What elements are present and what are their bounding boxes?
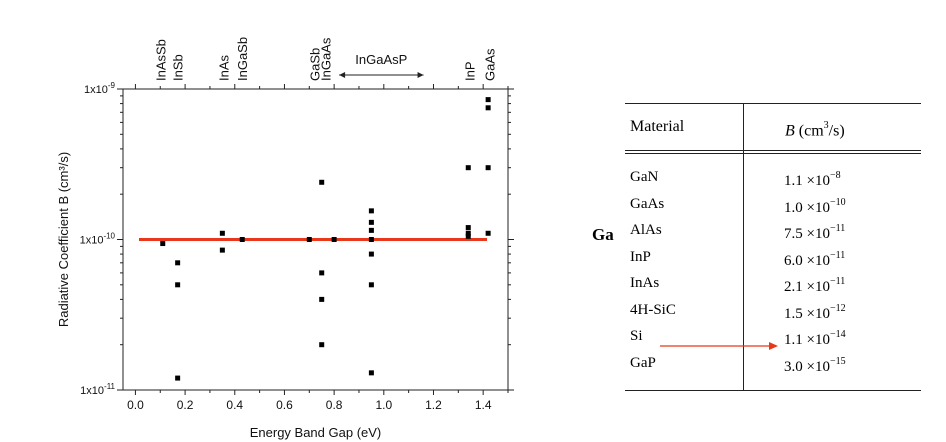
range-arrow-head-left — [339, 72, 346, 78]
table-cell-material: InAs — [630, 275, 660, 291]
x-tick-label: 0.4 — [226, 398, 243, 412]
data-point — [485, 105, 491, 111]
material-label: InAs — [217, 54, 232, 81]
b-value-exponent: −11 — [829, 276, 846, 287]
y-tick-label: 1x10-10 — [80, 232, 116, 247]
data-point — [160, 241, 166, 247]
material-label: InSb — [171, 54, 186, 81]
b-value-mantissa: 1.1 ×10 — [784, 173, 830, 189]
material-label: InGaAs — [318, 37, 333, 81]
x-tick-label: 0.0 — [127, 398, 144, 412]
data-point — [368, 208, 374, 214]
data-point — [368, 282, 374, 288]
data-point — [485, 165, 491, 171]
data-point — [465, 225, 471, 231]
y-axis-label: Radiative Coefficient B (cm³/s) — [56, 152, 71, 327]
data-point — [485, 230, 491, 236]
table-cell-material: GaP — [630, 354, 656, 371]
x-tick-label: 0.2 — [177, 398, 194, 412]
material-label: InGaSb — [235, 37, 250, 81]
b-value-mantissa: 1.0 ×10 — [784, 199, 830, 216]
data-point — [485, 97, 491, 103]
b-value-mantissa: 7.5 ×10 — [784, 226, 830, 242]
x-tick-label: 1.2 — [425, 398, 442, 412]
b-value-exponent: −11 — [829, 249, 846, 261]
table-bottom-rule — [625, 390, 921, 391]
data-point — [175, 260, 181, 266]
x-tick-label: 1.0 — [375, 398, 392, 412]
b-value-exponent: −10 — [829, 196, 846, 208]
table-cell-material: GaN — [630, 169, 659, 185]
data-point — [465, 233, 471, 239]
data-point — [331, 237, 337, 242]
b-value-mantissa: 1.5 ×10 — [784, 305, 830, 322]
range-label: InGaAsP — [355, 52, 407, 67]
x-tick-label: 0.8 — [326, 398, 343, 412]
data-point — [306, 237, 312, 242]
header-b-unit-sup: 3 — [823, 120, 829, 131]
table-cell-b-value: 2.1 ×10−11 — [784, 273, 845, 297]
material-label: InAsSb — [153, 39, 168, 81]
table-cell-b-value: 7.5 ×10−11 — [784, 220, 845, 244]
data-point — [239, 237, 245, 242]
material-label: InP — [463, 61, 478, 81]
b-value-exponent: −12 — [829, 302, 846, 314]
table-top-rule — [625, 103, 921, 104]
table-cell-b-value: 1.0 ×10−10 — [784, 194, 846, 218]
b-value-mantissa: 3.0 ×10 — [784, 358, 830, 375]
table-cell-b-value: 1.1 ×10−14 — [784, 326, 846, 350]
range-arrow-head-right — [417, 72, 424, 78]
material-label: GaAs — [482, 48, 497, 81]
table-cell-b-value: 1.1 ×10−8 — [784, 167, 841, 191]
y-tick-label: 1x10-11 — [80, 382, 115, 397]
data-point — [175, 375, 181, 381]
table-cell-b-value: 6.0 ×10−11 — [784, 247, 845, 271]
data-point — [319, 342, 325, 348]
y-tick-label: 1x10-9 — [84, 81, 116, 96]
data-point — [465, 230, 471, 236]
chart-canvas: 0.0 0.2 0.4 0.6 0.8 1.0 1.2 1.4 1x10-11 1x10-10 1x… — [56, 37, 514, 440]
data-point — [368, 370, 374, 376]
table-header-rule-1 — [625, 150, 921, 151]
x-axis-label: Energy Band Gap (eV) — [250, 425, 382, 440]
table-cell-material: Si — [630, 328, 643, 344]
data-point — [319, 270, 325, 276]
table-cell-material: GaAs — [630, 195, 665, 212]
data-point — [175, 282, 181, 288]
ga-annotation: Ga — [592, 225, 614, 244]
b-value-mantissa: 6.0 ×10 — [784, 252, 830, 269]
data-point — [319, 179, 325, 185]
header-material: Material — [630, 118, 685, 135]
b-value-exponent: −11 — [829, 223, 846, 234]
material-b-table: Material B (cm3/s) GaN 1.1 ×10−8 GaAs 1.0 ×… — [625, 103, 921, 391]
header-b-symbol: B — [785, 122, 795, 140]
data-point — [319, 296, 325, 302]
table-cell-material: InP — [630, 248, 651, 265]
data-point — [368, 237, 374, 242]
data-point — [465, 165, 471, 171]
b-value-exponent: −15 — [829, 355, 846, 367]
b-value-exponent: −8 — [829, 170, 841, 181]
data-point — [368, 227, 374, 233]
table-cell-material: AlAs — [630, 222, 662, 238]
x-tick-label: 0.6 — [276, 398, 293, 412]
data-point — [219, 230, 225, 236]
header-b-unit: (cm — [798, 122, 824, 140]
header-b: B (cm3/s) — [785, 117, 845, 141]
b-value-mantissa: 1.1 ×10 — [784, 332, 830, 348]
data-point — [368, 219, 374, 225]
b-value-exponent: −14 — [829, 329, 846, 340]
table-cell-material: 4H-SiC — [630, 301, 676, 318]
x-tick-label: 1.4 — [475, 398, 492, 412]
b-value-mantissa: 2.1 ×10 — [784, 279, 830, 295]
table-cell-b-value: 1.5 ×10−12 — [784, 300, 846, 324]
header-b-unit-tail: /s) — [828, 122, 845, 140]
table-header-rule-2 — [625, 153, 921, 154]
table-cell-b-value: 3.0 ×10−15 — [784, 353, 846, 377]
data-point — [219, 247, 225, 253]
material-label: GaSb — [307, 48, 322, 81]
data-point — [368, 251, 374, 257]
table-column-divider — [743, 103, 744, 391]
